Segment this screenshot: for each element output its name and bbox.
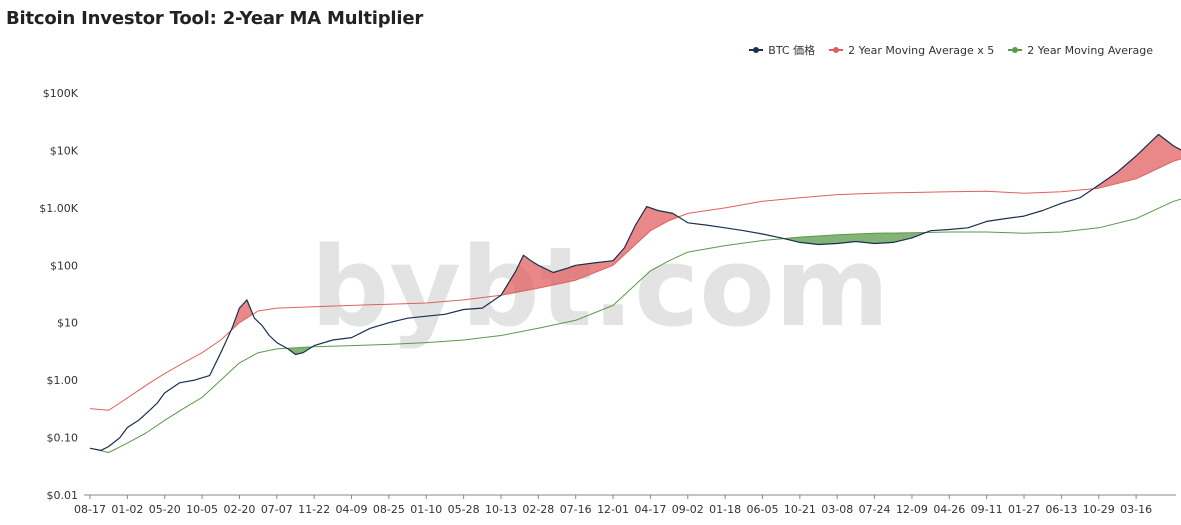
x-tick-label: 06-05 bbox=[747, 503, 779, 516]
x-tick-label: 08-17 bbox=[74, 503, 106, 516]
legend-item-ma-x5[interactable]: 2 Year Moving Average x 5 bbox=[829, 42, 994, 58]
y-tick-label: $10K bbox=[50, 144, 79, 157]
x-tick-label: 03-08 bbox=[821, 503, 853, 516]
x-tick-label: 07-16 bbox=[560, 503, 592, 516]
y-tick-label: $100K bbox=[43, 87, 79, 100]
y-tick-label: $0.01 bbox=[47, 489, 79, 502]
x-tick-label: 09-02 bbox=[672, 503, 704, 516]
legend-item-ma[interactable]: 2 Year Moving Average bbox=[1008, 42, 1153, 58]
x-tick-label: 10-13 bbox=[485, 503, 517, 516]
x-tick-label: 08-25 bbox=[373, 503, 405, 516]
x-tick-label: 05-28 bbox=[448, 503, 480, 516]
y-tick-label: $100 bbox=[50, 259, 78, 272]
x-tick-label: 01-27 bbox=[1008, 503, 1040, 516]
x-tick-label: 01-18 bbox=[709, 503, 741, 516]
series-lines bbox=[89, 133, 1181, 453]
x-tick-label: 11-22 bbox=[298, 503, 330, 516]
x-tick-label: 10-29 bbox=[1083, 503, 1115, 516]
x-tick-label: 05-20 bbox=[149, 503, 181, 516]
legend-label-btc-price: BTC 価格 bbox=[768, 44, 816, 57]
x-tick-label: 12-09 bbox=[896, 503, 928, 516]
legend-swatch-btc-price bbox=[749, 47, 764, 53]
y-tick-label: $1.00 bbox=[47, 374, 79, 387]
x-tick-label: 02-28 bbox=[522, 503, 554, 516]
overvalued-band bbox=[231, 299, 253, 331]
x-tick-label: 03-16 bbox=[1120, 503, 1152, 516]
x-tick-label: 12-01 bbox=[597, 503, 629, 516]
x-tick-label: 02-20 bbox=[223, 503, 255, 516]
ma-line bbox=[89, 198, 1181, 453]
y-tick-label: $0.10 bbox=[47, 432, 79, 445]
x-tick-label: 07-07 bbox=[261, 503, 293, 516]
x-tick-label: 01-02 bbox=[111, 503, 143, 516]
legend-item-btc-price[interactable]: BTC 価格 bbox=[749, 42, 815, 58]
watermark: bybt.com bbox=[311, 223, 890, 351]
legend-label-ma: 2 Year Moving Average bbox=[1027, 43, 1153, 57]
x-tick-label: 10-05 bbox=[186, 503, 218, 516]
x-tick-label: 06-13 bbox=[1045, 503, 1077, 516]
x-tick-label: 07-24 bbox=[859, 503, 891, 516]
x-tick-label: 10-21 bbox=[784, 503, 816, 516]
legend-swatch-ma bbox=[1008, 47, 1023, 53]
x-axis: 08-17 01-02 05-20 10-05 02-20 07-07 11-22 04-09… bbox=[74, 494, 1176, 516]
ma-x5-line bbox=[89, 158, 1181, 411]
chart-title: Bitcoin Investor Tool: 2-Year MA Multipl… bbox=[6, 8, 424, 29]
y-axis: $0.01 $0.10 $1.00 $10 $100 $1.00K $10K $100K bbox=[39, 87, 78, 502]
legend-label-ma-x5: 2 Year Moving Average x 5 bbox=[848, 43, 995, 57]
x-tick-label: 01-10 bbox=[410, 503, 442, 516]
x-tick-label: 04-26 bbox=[933, 503, 965, 516]
y-tick-label: $1.00K bbox=[39, 202, 78, 215]
legend-swatch-ma-x5 bbox=[829, 47, 844, 53]
x-tick-label: 04-09 bbox=[336, 503, 368, 516]
btc-price-line bbox=[89, 133, 1181, 451]
overvalued-band bbox=[1093, 134, 1181, 189]
chart-legend: BTC 価格 2 Year Moving Average x 5 2 Year … bbox=[749, 42, 1153, 58]
x-tick-label: 09-11 bbox=[971, 503, 1003, 516]
x-tick-label: 04-17 bbox=[634, 503, 666, 516]
undervalued-band bbox=[784, 232, 927, 245]
y-tick-label: $10 bbox=[57, 317, 78, 330]
